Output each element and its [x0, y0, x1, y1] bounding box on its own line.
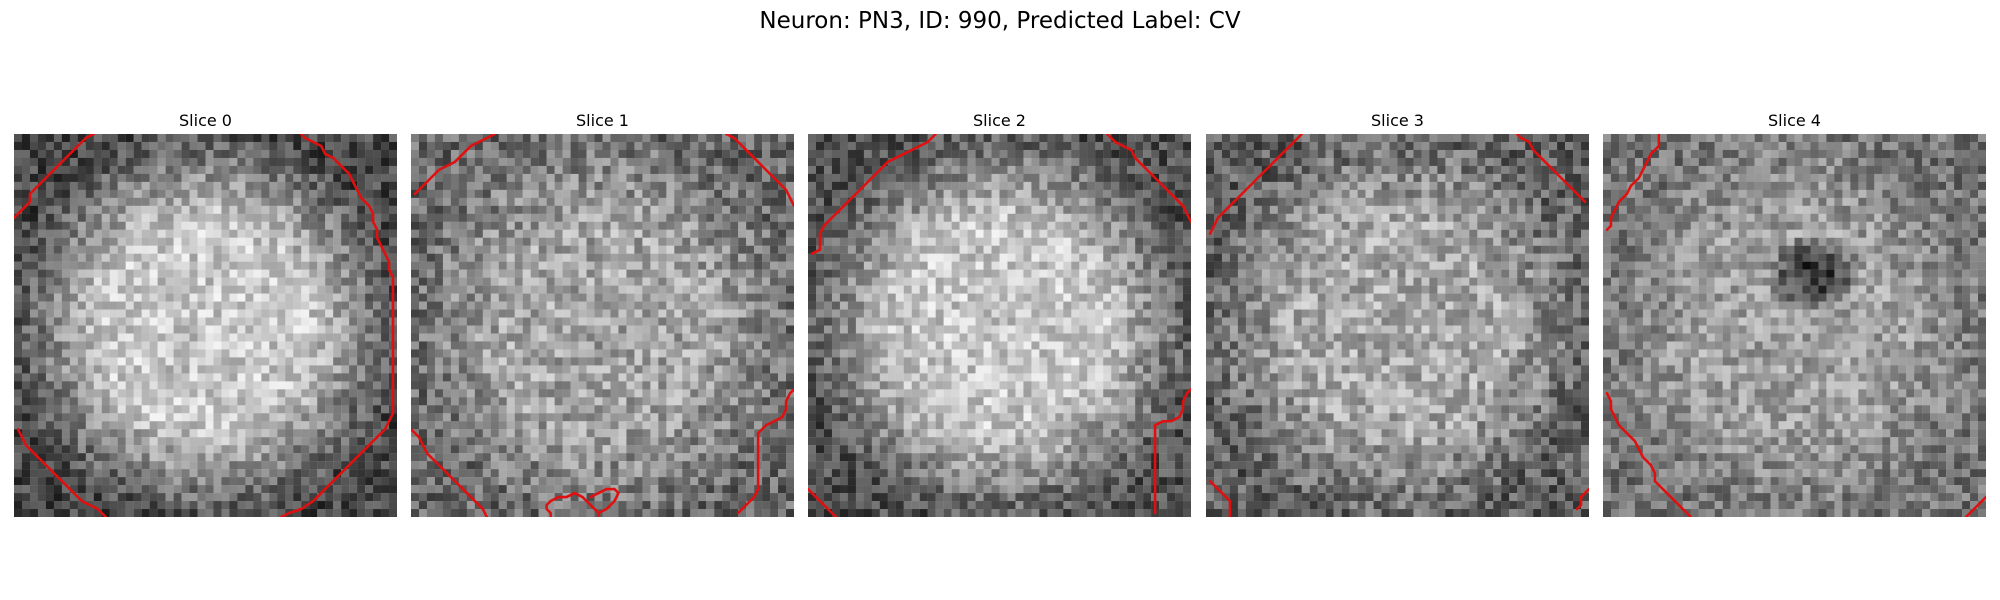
slice-panel-1: Slice 1: [411, 108, 794, 517]
contour-line-0: [413, 134, 497, 196]
figure-title: Neuron: PN3, ID: 990, Predicted Label: C…: [759, 8, 1241, 34]
contour-line-0: [14, 134, 96, 220]
contour-line-3: [808, 487, 838, 517]
slice-panel-0: Slice 0: [14, 108, 397, 517]
contour-line-5: [589, 487, 620, 515]
slice-image-1: [411, 134, 794, 517]
pixel-grid: [1603, 134, 1986, 517]
contour-line-1: [280, 134, 395, 517]
contour-line-1: [724, 134, 794, 208]
contour-line-4: [545, 491, 600, 517]
contour-line-0: [810, 134, 937, 255]
contour-line-1: [1105, 134, 1191, 224]
contour-line-2: [16, 427, 108, 517]
slice-title-2: Slice 2: [973, 111, 1026, 130]
contour-line-0: [1208, 134, 1304, 236]
slice-title-0: Slice 0: [179, 111, 232, 130]
slice-panel-2: Slice 2: [808, 108, 1191, 517]
pixel-grid: [808, 134, 1191, 517]
pixel-grid: [14, 134, 397, 517]
slice-image-4: [1603, 134, 1986, 517]
slice-title-3: Slice 3: [1371, 111, 1424, 130]
slice-panel-3: Slice 3: [1206, 108, 1589, 517]
slice-image-2: [808, 134, 1191, 517]
slice-image-3: [1206, 134, 1589, 517]
contour-line-3: [411, 427, 489, 517]
contour-line-2: [736, 388, 794, 515]
contour-line-1: [1515, 134, 1587, 204]
pixel-grid: [411, 134, 794, 517]
contour-line-2: [1575, 487, 1589, 511]
contour-line-2: [1964, 495, 1986, 517]
contour-line-2: [1153, 388, 1191, 515]
pixel-grid: [1206, 134, 1589, 517]
contour-line-0: [1605, 134, 1661, 232]
contour-line-1: [1605, 392, 1693, 517]
slice-panel-4: Slice 4: [1603, 108, 1986, 517]
contour-line-3: [1208, 479, 1232, 517]
slice-title-4: Slice 4: [1768, 111, 1821, 130]
slice-title-1: Slice 1: [576, 111, 629, 130]
slice-image-0: [14, 134, 397, 517]
